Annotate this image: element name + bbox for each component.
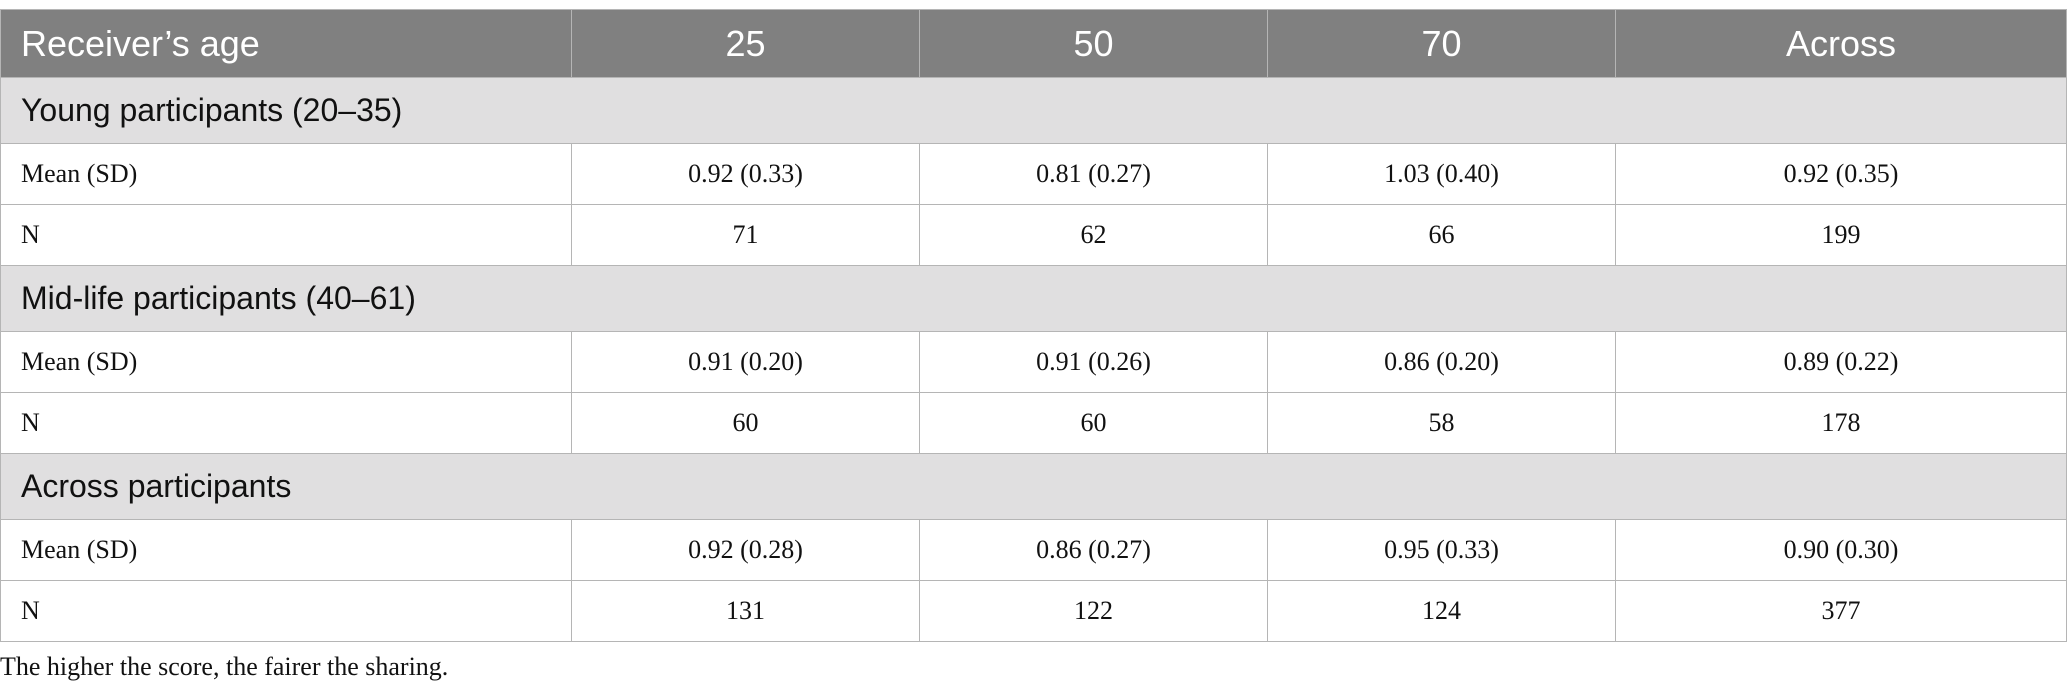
- group-title: Young participants (20–35): [0, 77, 2067, 144]
- data-cell: 199: [1615, 204, 2067, 266]
- row-label: N: [0, 392, 572, 454]
- data-cell: 60: [919, 392, 1268, 454]
- data-cell: 0.91 (0.20): [571, 331, 920, 393]
- data-cell: 0.89 (0.22): [1615, 331, 2067, 393]
- header-row: Receiver’s age 25 50 70 Across: [0, 9, 2067, 78]
- header-cell: Across: [1615, 9, 2067, 78]
- data-cell: 122: [919, 580, 1268, 642]
- data-cell: 0.86 (0.20): [1267, 331, 1616, 393]
- data-cell: 0.92 (0.35): [1615, 143, 2067, 205]
- data-cell: 58: [1267, 392, 1616, 454]
- row-label: Mean (SD): [0, 331, 572, 393]
- data-cell: 62: [919, 204, 1268, 266]
- data-cell: 131: [571, 580, 920, 642]
- data-cell: 0.95 (0.33): [1267, 519, 1616, 581]
- data-table: Receiver’s age 25 50 70 Across Young partici…: [0, 9, 2067, 642]
- row-label: Mean (SD): [0, 519, 572, 581]
- header-cell: 70: [1267, 9, 1616, 78]
- header-cell: 25: [571, 9, 920, 78]
- data-cell: 71: [571, 204, 920, 266]
- data-cell: 0.86 (0.27): [919, 519, 1268, 581]
- data-row: Mean (SD) 0.91 (0.20) 0.91 (0.26) 0.86 (0.2…: [0, 331, 2067, 393]
- data-row: N 131 122 124 377: [0, 580, 2067, 642]
- group-row: Mid-life participants (40–61): [0, 265, 2067, 332]
- header-cell: Receiver’s age: [0, 9, 572, 78]
- row-label: Mean (SD): [0, 143, 572, 205]
- footnote: The higher the score, the fairer the sha…: [0, 652, 449, 681]
- row-label: N: [0, 204, 572, 266]
- header-cell: 50: [919, 9, 1268, 78]
- group-title: Across participants: [0, 453, 2067, 520]
- data-cell: 377: [1615, 580, 2067, 642]
- data-cell: 124: [1267, 580, 1616, 642]
- group-row: Across participants: [0, 453, 2067, 520]
- data-cell: 0.92 (0.28): [571, 519, 920, 581]
- row-label: N: [0, 580, 572, 642]
- data-cell: 0.90 (0.30): [1615, 519, 2067, 581]
- data-row: N 71 62 66 199: [0, 204, 2067, 266]
- group-row: Young participants (20–35): [0, 77, 2067, 144]
- data-cell: 0.91 (0.26): [919, 331, 1268, 393]
- data-cell: 0.81 (0.27): [919, 143, 1268, 205]
- data-cell: 66: [1267, 204, 1616, 266]
- data-cell: 1.03 (0.40): [1267, 143, 1616, 205]
- table-body: Young participants (20–35) Mean (SD) 0.92 …: [0, 77, 2067, 642]
- data-cell: 178: [1615, 392, 2067, 454]
- data-row: Mean (SD) 0.92 (0.28) 0.86 (0.27) 0.95 (0.3…: [0, 519, 2067, 581]
- data-cell: 60: [571, 392, 920, 454]
- data-row: N 60 60 58 178: [0, 392, 2067, 454]
- data-cell: 0.92 (0.33): [571, 143, 920, 205]
- group-title: Mid-life participants (40–61): [0, 265, 2067, 332]
- data-row: Mean (SD) 0.92 (0.33) 0.81 (0.27) 1.03 (0.4…: [0, 143, 2067, 205]
